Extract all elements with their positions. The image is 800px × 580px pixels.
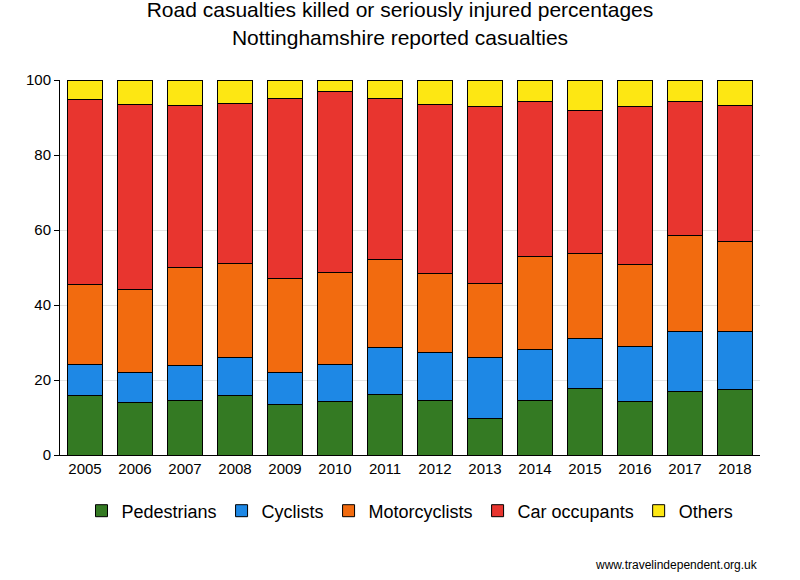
svg-text:Cyclists: Cyclists <box>262 502 324 522</box>
svg-text:2016: 2016 <box>618 460 651 477</box>
svg-text:2010: 2010 <box>318 460 351 477</box>
svg-text:Motorcyclists: Motorcyclists <box>369 502 473 522</box>
svg-text:Road casualties killed or seri: Road casualties killed or seriously inju… <box>147 0 654 49</box>
svg-text:2008: 2008 <box>218 460 251 477</box>
svg-text:2013: 2013 <box>468 460 501 477</box>
svg-text:2015: 2015 <box>568 460 601 477</box>
svg-text:20: 20 <box>34 371 51 388</box>
svg-text:2018: 2018 <box>718 460 751 477</box>
svg-text:Others: Others <box>679 502 733 522</box>
svg-text:Car occupants: Car occupants <box>518 502 634 522</box>
svg-text:2005: 2005 <box>68 460 101 477</box>
svg-text:www.travelindependent.org.uk: www.travelindependent.org.uk <box>595 558 758 572</box>
svg-text:2006: 2006 <box>118 460 151 477</box>
svg-text:2007: 2007 <box>168 460 201 477</box>
svg-text:0: 0 <box>43 446 51 463</box>
svg-text:40: 40 <box>34 296 51 313</box>
svg-text:80: 80 <box>34 146 51 163</box>
svg-text:60: 60 <box>34 221 51 238</box>
svg-text:2009: 2009 <box>268 460 301 477</box>
svg-text:100: 100 <box>26 71 51 88</box>
svg-text:2017: 2017 <box>668 460 701 477</box>
svg-text:Pedestrians: Pedestrians <box>122 502 217 522</box>
svg-text:2012: 2012 <box>418 460 451 477</box>
svg-text:2014: 2014 <box>518 460 551 477</box>
svg-text:2011: 2011 <box>369 460 401 477</box>
